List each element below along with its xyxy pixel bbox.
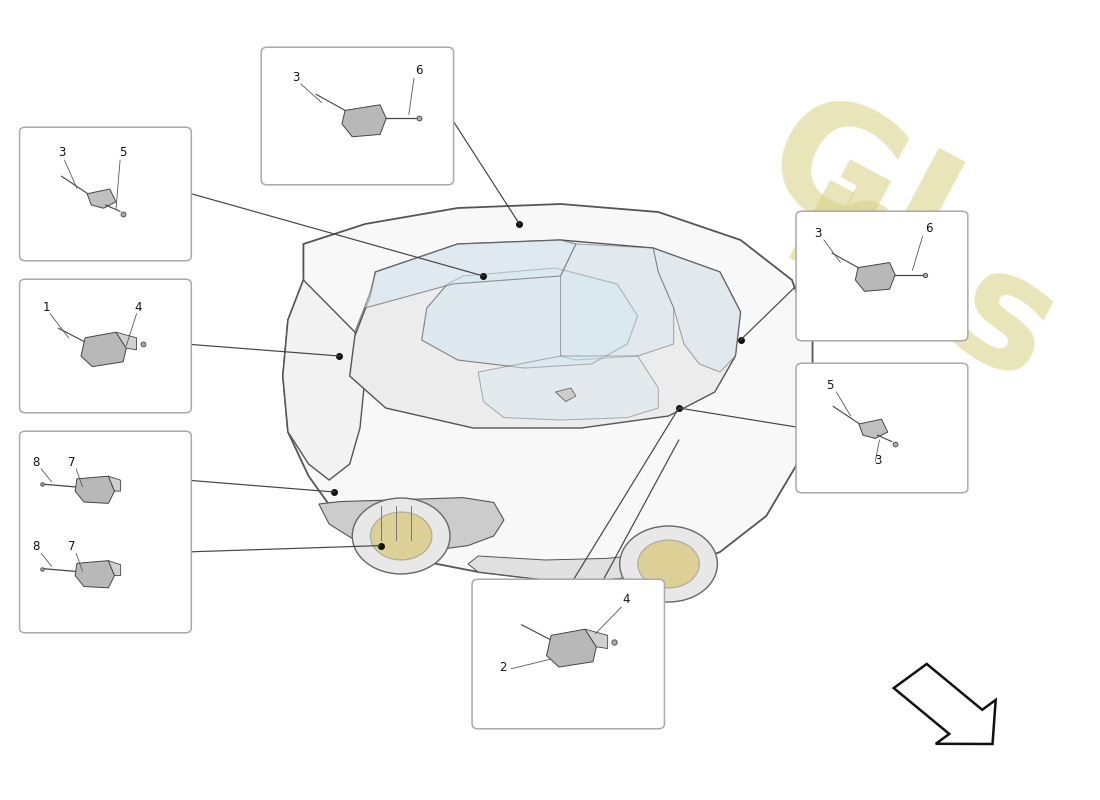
FancyBboxPatch shape	[472, 579, 664, 729]
Polygon shape	[468, 552, 679, 580]
Polygon shape	[653, 248, 740, 372]
Polygon shape	[421, 268, 638, 368]
Text: 5: 5	[826, 379, 834, 392]
Text: 3: 3	[292, 70, 299, 84]
Polygon shape	[109, 476, 121, 491]
Ellipse shape	[619, 526, 717, 602]
Text: res: res	[759, 150, 1081, 418]
Polygon shape	[283, 280, 365, 480]
Polygon shape	[319, 498, 504, 550]
Polygon shape	[75, 476, 114, 503]
Text: GI: GI	[738, 79, 979, 305]
FancyBboxPatch shape	[796, 211, 968, 341]
Ellipse shape	[638, 540, 700, 588]
Text: 8: 8	[32, 456, 40, 469]
Polygon shape	[283, 204, 813, 580]
Text: 4: 4	[623, 594, 630, 606]
Polygon shape	[342, 105, 386, 137]
FancyBboxPatch shape	[20, 279, 191, 413]
FancyBboxPatch shape	[20, 127, 191, 261]
Polygon shape	[75, 561, 114, 588]
Polygon shape	[478, 356, 658, 420]
Polygon shape	[856, 262, 895, 291]
Polygon shape	[355, 240, 576, 332]
Text: 3: 3	[814, 227, 822, 240]
Text: 1: 1	[42, 301, 50, 314]
Text: 3: 3	[873, 454, 881, 467]
FancyBboxPatch shape	[796, 363, 968, 493]
Polygon shape	[87, 189, 116, 208]
Ellipse shape	[352, 498, 450, 574]
Polygon shape	[556, 388, 576, 402]
Polygon shape	[109, 561, 121, 576]
Text: 5: 5	[120, 146, 127, 159]
Text: 6: 6	[416, 64, 422, 78]
Ellipse shape	[371, 512, 432, 560]
Text: 6: 6	[925, 222, 933, 235]
Text: 4: 4	[135, 301, 142, 314]
Text: 7: 7	[68, 456, 76, 469]
FancyBboxPatch shape	[261, 47, 453, 185]
Polygon shape	[859, 419, 888, 438]
Polygon shape	[547, 629, 596, 667]
Text: a passion for parts since 1985: a passion for parts since 1985	[502, 425, 723, 551]
Text: 2: 2	[499, 661, 507, 674]
FancyBboxPatch shape	[20, 431, 191, 633]
Polygon shape	[585, 629, 607, 649]
Polygon shape	[350, 240, 740, 428]
Text: 8: 8	[32, 540, 40, 554]
Text: 3: 3	[58, 146, 65, 159]
Polygon shape	[116, 332, 136, 350]
Polygon shape	[81, 332, 126, 366]
Polygon shape	[894, 664, 996, 744]
Polygon shape	[561, 244, 673, 360]
Text: 7: 7	[68, 540, 76, 554]
